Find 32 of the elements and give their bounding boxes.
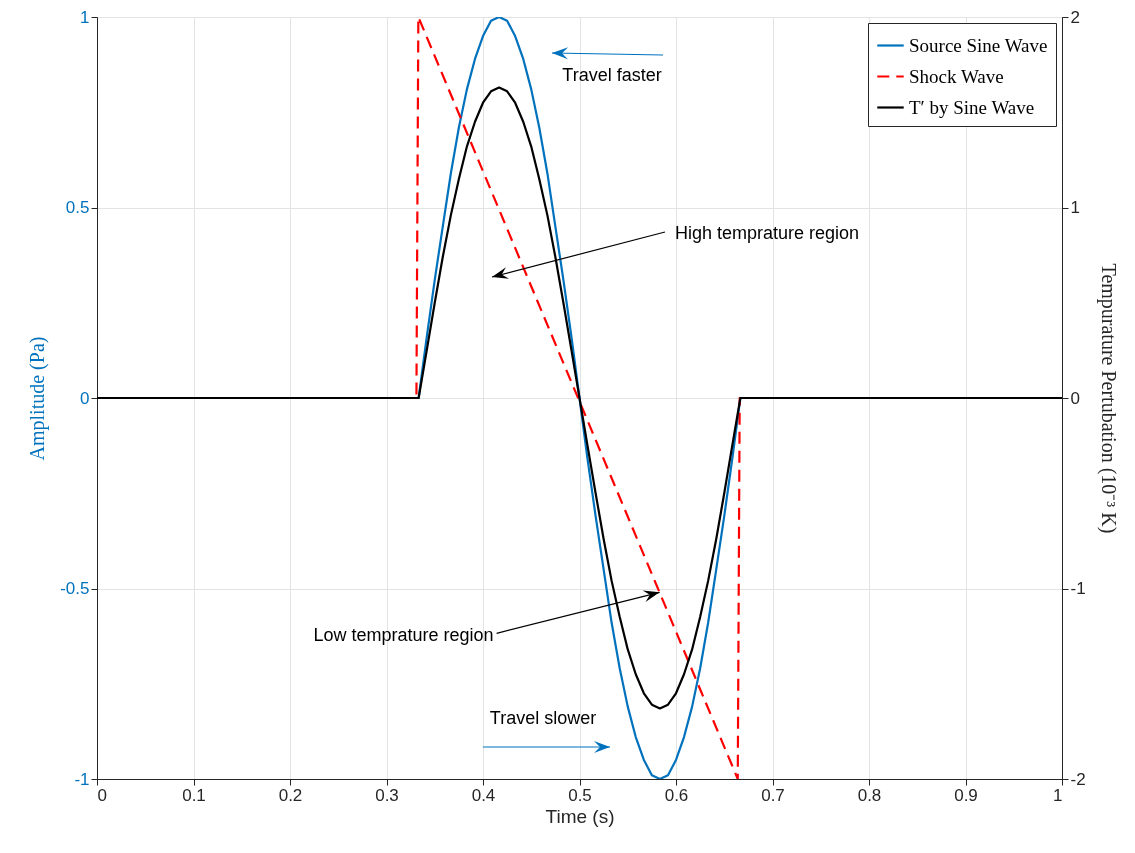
annotation: Travel faster (562, 65, 662, 85)
y2-axis-title: Tempurature Pertubation (10⁻³ K) (1096, 263, 1120, 534)
legend-label: Source Sine Wave (909, 34, 1048, 56)
line-series (97, 86, 1062, 710)
x-tick-label: 0.1 (182, 785, 206, 805)
x-tick-label: 0 (97, 785, 107, 805)
y2-tick-label: 2 (1070, 7, 1080, 27)
legend-label: T′ by Sine Wave (909, 96, 1035, 118)
y2-tick-label: -2 (1070, 769, 1086, 789)
y2-tick-label: 1 (1070, 198, 1080, 217)
x-tick-label: 0.8 (857, 785, 882, 805)
x-tick-label: 0.2 (278, 785, 303, 805)
x-tick-label: 0.5 (568, 785, 592, 805)
x-axis-title: Time (s) (545, 805, 615, 827)
x-tick-label: 0.3 (375, 785, 399, 805)
y-axis-title: Amplitude (Pa) (26, 336, 50, 461)
y-tick-label: 0.5 (65, 198, 90, 217)
y-tick-label: 0 (80, 388, 90, 408)
x-tick-label: 0.9 (954, 785, 978, 805)
y2-tick-label: 0 (1070, 388, 1080, 408)
annotation: Low temprature region (313, 625, 494, 646)
annotation: Travel slower (489, 708, 597, 728)
annotation: High temprature region (675, 223, 860, 243)
x-tick-label: 0.7 (761, 785, 785, 805)
x-tick-label: 0.6 (664, 785, 689, 805)
y2-tick-label: -1 (1070, 579, 1086, 598)
x-tick-label: 0.4 (471, 785, 496, 805)
y-tick-label: -1 (74, 769, 90, 789)
y-tick-label: 1 (80, 7, 90, 27)
y-tick-label: -0.5 (60, 579, 90, 598)
x-tick-label: 1 (1053, 785, 1063, 805)
legend-label: Shock Wave (909, 65, 1004, 87)
